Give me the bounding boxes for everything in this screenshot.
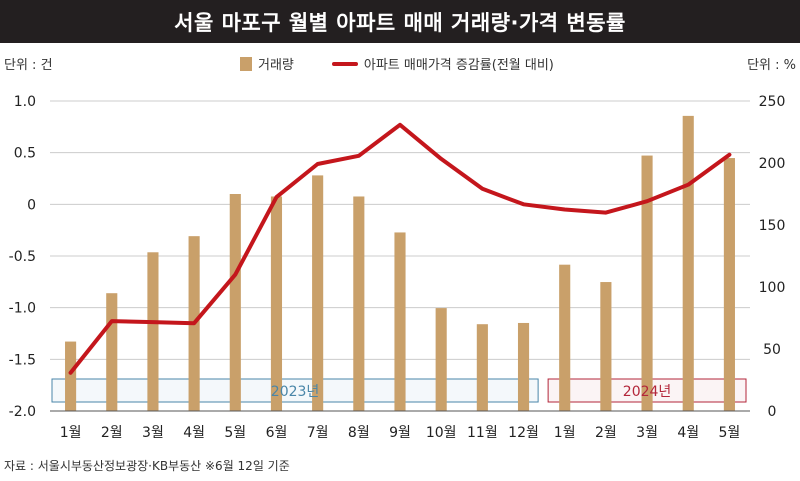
x-tick-label: 6월	[266, 425, 288, 441]
left-axis-unit: 단위 : 건	[4, 58, 53, 73]
y-right-tick-label: 250	[759, 94, 786, 110]
x-tick-label: 9월	[389, 425, 411, 441]
period-label-2023: 2023년	[271, 384, 320, 400]
y-right-tick-label: 0	[768, 404, 777, 420]
legend-bar-label: 거래량	[258, 58, 294, 73]
x-tick-label: 7월	[307, 425, 329, 441]
bar	[353, 196, 365, 411]
bar	[723, 158, 735, 411]
x-tick-label: 12월	[508, 425, 539, 441]
bar	[229, 194, 241, 411]
x-tick-label: 2월	[595, 425, 617, 441]
series-line	[68, 122, 732, 375]
bar	[435, 308, 447, 411]
legend-line-label: 아파트 매매가격 증감률(전월 대비)	[363, 58, 554, 73]
bar	[517, 322, 530, 411]
y-left-tick-label: -0.5	[9, 249, 36, 265]
chart-title: 서울 마포구 월별 아파트 매매 거래량·가격 변동률	[0, 0, 800, 43]
x-tick-label: 8월	[348, 425, 370, 441]
bar	[641, 155, 653, 411]
x-tick-label: 2월	[101, 425, 123, 441]
bar	[147, 252, 159, 411]
y-right-tick-label: 200	[759, 156, 786, 172]
y-left-tick-label: -2.0	[9, 404, 36, 420]
y-left-tick-label: 1.0	[14, 94, 36, 110]
y-right-tick-label: 150	[759, 218, 786, 234]
x-tick-label: 1월	[60, 425, 82, 441]
x-tick-label: 5월	[719, 425, 741, 441]
source-note: 자료 : 서울시부동산정보광장·KB부동산 ※6월 12일 기준	[4, 459, 290, 473]
period-label-2024: 2024년	[623, 384, 672, 400]
y-left-tick-label: 0	[27, 197, 36, 213]
x-tick-label: 4월	[183, 425, 205, 441]
right-axis-unit: 단위 : %	[747, 58, 796, 73]
x-tick-label: 5월	[224, 425, 246, 441]
period-box-2023	[51, 378, 539, 403]
x-tick-label: 3월	[636, 425, 658, 441]
bar	[65, 341, 77, 411]
y-left-tick-label: 0.5	[14, 146, 36, 162]
bar	[394, 232, 406, 411]
bar	[682, 115, 694, 411]
bar	[476, 324, 488, 411]
bar	[559, 264, 571, 411]
legend: 거래량 아파트 매매가격 증감률(전월 대비)	[240, 54, 554, 73]
x-tick-label: 3월	[142, 425, 164, 441]
x-tick-label: 11월	[467, 425, 498, 441]
y-left-tick-label: -1.0	[9, 301, 36, 317]
x-tick-label: 1월	[554, 425, 576, 441]
bar	[312, 175, 324, 411]
legend-bar-swatch	[240, 56, 252, 71]
legend-line-swatch	[331, 61, 358, 66]
y-left-tick-label: -1.5	[9, 352, 36, 368]
x-tick-label: 4월	[677, 425, 699, 441]
bar	[106, 293, 118, 411]
x-tick-label: 10월	[426, 425, 457, 441]
bar	[270, 196, 283, 411]
y-right-tick-label: 100	[759, 280, 786, 296]
bar	[600, 282, 612, 411]
y-right-tick-label: 50	[763, 342, 781, 358]
